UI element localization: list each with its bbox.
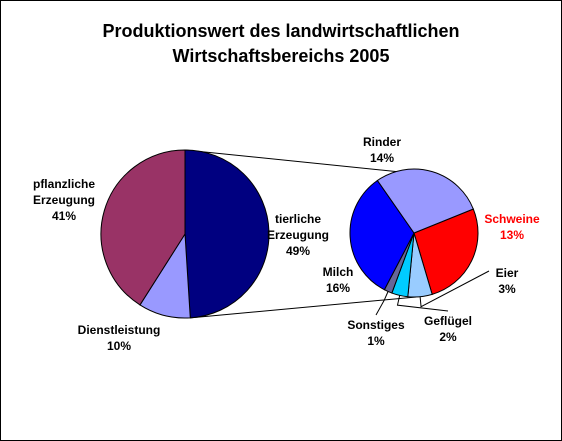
chart-title-line1: Produktionswert des landwirtschaftlichen <box>102 21 460 41</box>
main-pie-slice-tierliche <box>184 149 270 319</box>
main-label-tierliche: tierliche Erzeugung 49% <box>267 212 329 258</box>
sub-label-sonstiges: Sonstiges 1% <box>347 318 405 348</box>
connector-line-bottom <box>190 296 417 319</box>
sub-label-schweine: Schweine 13% <box>484 212 540 242</box>
main-label-pflanzliche: pflanzliche Erzeugung 41% <box>33 177 95 223</box>
main-pie <box>100 149 270 319</box>
sub-pie-slice-rinder <box>376 168 474 234</box>
leader-line-gefluegel <box>396 295 449 312</box>
slice-labels: tierliche Erzeugung 49% Dienstleistung 10% pf… <box>33 135 540 353</box>
main-pie-slice-pflanzliche <box>100 149 186 306</box>
sub-pie <box>349 168 479 298</box>
sub-pie-slice-schweine <box>413 208 479 295</box>
chart-title-line2: Wirtschaftsbereichs 2005 <box>172 46 390 66</box>
sub-label-gefluegel: Geflügel 2% <box>424 314 472 344</box>
sub-label-eier: Eier 3% <box>496 266 519 296</box>
main-label-dienstleistung: Dienstleistung 10% <box>78 323 161 353</box>
leader-lines <box>375 270 490 316</box>
leader-line-eier <box>419 270 490 308</box>
sub-pie-slice-milch <box>349 179 415 291</box>
sub-label-milch: Milch 16% <box>323 265 354 295</box>
leader-line-sonstiges <box>375 291 389 316</box>
chart-title: Produktionswert des landwirtschaftlichen… <box>1 19 561 69</box>
sub-label-rinder: Rinder 14% <box>363 135 401 165</box>
